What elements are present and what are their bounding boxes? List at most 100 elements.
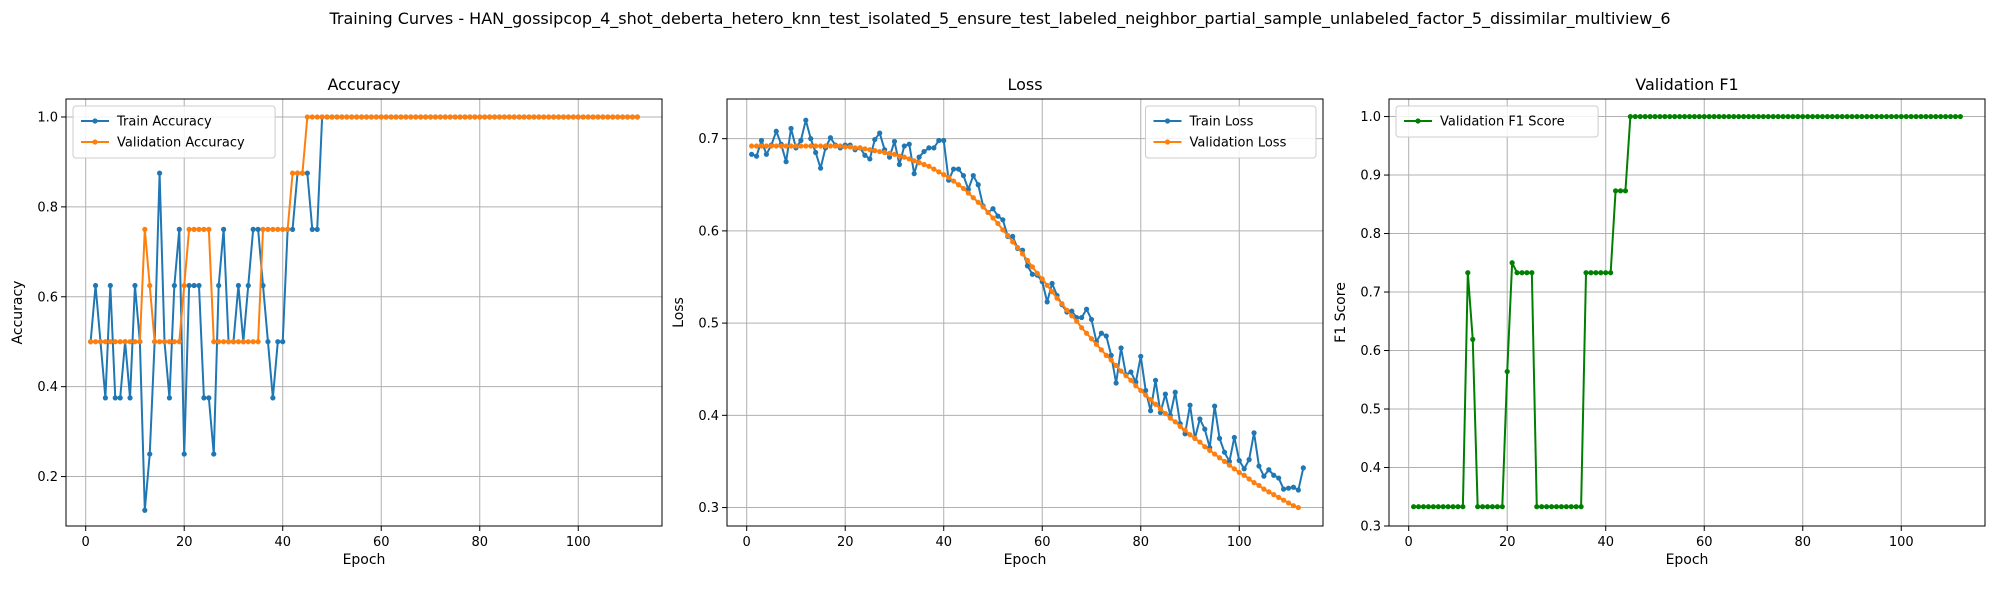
f1-data-point: [1548, 504, 1555, 510]
f1-data-point: [1573, 504, 1579, 510]
loss-data-point: [955, 182, 962, 188]
f1-data-point: [1834, 113, 1840, 120]
loss-data-point: [827, 143, 834, 149]
loss-data-point: [882, 149, 888, 156]
loss-data-point: [1093, 341, 1100, 347]
loss-legend-marker: [1164, 118, 1171, 124]
accuracy-data-point: [368, 114, 374, 120]
accuracy-data-point: [551, 114, 557, 120]
loss-data-point: [1148, 408, 1154, 414]
loss-x-axis-label: Epoch: [1004, 552, 1047, 568]
f1-data-point: [1706, 113, 1712, 120]
f1-ytick-label: 1.0: [1360, 110, 1381, 125]
accuracy-data-point: [339, 114, 345, 120]
f1-data-point: [1691, 113, 1697, 120]
loss-data-point: [1182, 427, 1188, 433]
f1-data-point: [1878, 113, 1885, 120]
accuracy-axes-frame: [65, 98, 663, 527]
loss-data-point: [1103, 333, 1109, 339]
f1-data-point: [1544, 504, 1550, 510]
f1-data-point: [1662, 113, 1668, 120]
accuracy-data-point: [467, 114, 473, 120]
loss-legend-box: [1145, 105, 1317, 159]
f1-data-point: [1770, 113, 1776, 120]
f1-data-point: [1677, 113, 1683, 120]
loss-data-point: [1143, 387, 1149, 394]
accuracy-data-point: [511, 114, 517, 120]
accuracy-data-point: [358, 114, 365, 120]
loss-data-point: [921, 148, 927, 155]
accuracy-ytick-label: 0.2: [37, 470, 58, 485]
f1-data-point: [1874, 113, 1880, 120]
accuracy-data-point: [447, 114, 453, 120]
loss-data-point: [955, 166, 962, 172]
loss-data-point: [1295, 487, 1301, 493]
f1-data-point: [1667, 113, 1673, 120]
f1-xtick-label: 80: [1794, 535, 1811, 550]
accuracy-data-point: [107, 282, 113, 289]
f1-data-point: [1450, 504, 1456, 510]
loss-data-point: [1290, 503, 1297, 509]
f1-data-point: [1795, 113, 1801, 120]
accuracy-data-point: [624, 114, 631, 120]
loss-series-line-0: [751, 119, 1305, 492]
loss-data-point: [877, 148, 883, 155]
loss-data-point: [867, 156, 873, 162]
f1-data-point: [1824, 113, 1830, 120]
loss-xtick-label: 0: [743, 535, 751, 550]
loss-data-point: [1098, 347, 1104, 353]
loss-legend-marker: [1164, 139, 1171, 145]
loss-data-point: [936, 137, 942, 144]
loss-data-point: [1083, 330, 1090, 336]
loss-data-point: [1039, 276, 1045, 282]
accuracy-data-point: [201, 226, 207, 232]
f1-data-point: [1736, 113, 1742, 120]
accuracy-data-point: [211, 339, 217, 345]
loss-xtick-label: 80: [1132, 535, 1149, 550]
loss-data-point: [798, 143, 804, 149]
accuracy-data-point: [88, 339, 94, 345]
loss-data-point: [1044, 299, 1050, 305]
f1-data-point: [1475, 504, 1481, 510]
loss-data-point: [946, 174, 952, 180]
loss-data-point: [1019, 251, 1026, 257]
loss-data-point: [1138, 353, 1144, 359]
accuracy-data-point: [477, 114, 483, 120]
accuracy-legend-label: Train Accuracy: [116, 115, 212, 130]
f1-data-point: [1839, 113, 1845, 120]
loss-data-point: [1010, 239, 1016, 245]
accuracy-data-point: [230, 339, 237, 345]
loss-xtick-label: 40: [935, 535, 952, 550]
f1-data-point: [1726, 113, 1732, 120]
loss-data-point: [808, 136, 814, 142]
f1-data-point: [1647, 113, 1653, 120]
accuracy-data-point: [235, 339, 241, 345]
accuracy-axes-title: Accuracy: [327, 75, 400, 94]
loss-data-point: [1143, 392, 1149, 398]
loss-data-point: [891, 151, 898, 157]
loss-data-point: [1128, 377, 1134, 383]
loss-data-point: [936, 169, 942, 175]
loss-data-point: [1246, 476, 1252, 482]
loss-data-point: [906, 141, 912, 147]
loss-data-point: [886, 154, 893, 160]
accuracy-data-point: [309, 114, 315, 120]
f1-data-point: [1829, 113, 1835, 120]
accuracy-data-point: [536, 114, 542, 120]
f1-data-point: [1568, 504, 1574, 510]
f1-data-point: [1780, 113, 1786, 120]
loss-data-point: [798, 137, 804, 144]
f1-data-point: [1484, 504, 1491, 510]
accuracy-data-point: [112, 339, 118, 345]
accuracy-data-point: [137, 339, 143, 345]
loss-ytick-label: 0.7: [698, 132, 719, 147]
loss-data-point: [1034, 270, 1040, 276]
loss-data-point: [1285, 500, 1292, 506]
loss-data-point: [1276, 494, 1282, 501]
accuracy-data-point: [472, 114, 478, 120]
accuracy-ytick-label: 0.4: [37, 380, 58, 395]
accuracy-data-point: [216, 282, 222, 289]
accuracy-data-point: [166, 339, 173, 345]
loss-data-point: [1216, 435, 1223, 441]
loss-data-point: [1103, 352, 1109, 358]
